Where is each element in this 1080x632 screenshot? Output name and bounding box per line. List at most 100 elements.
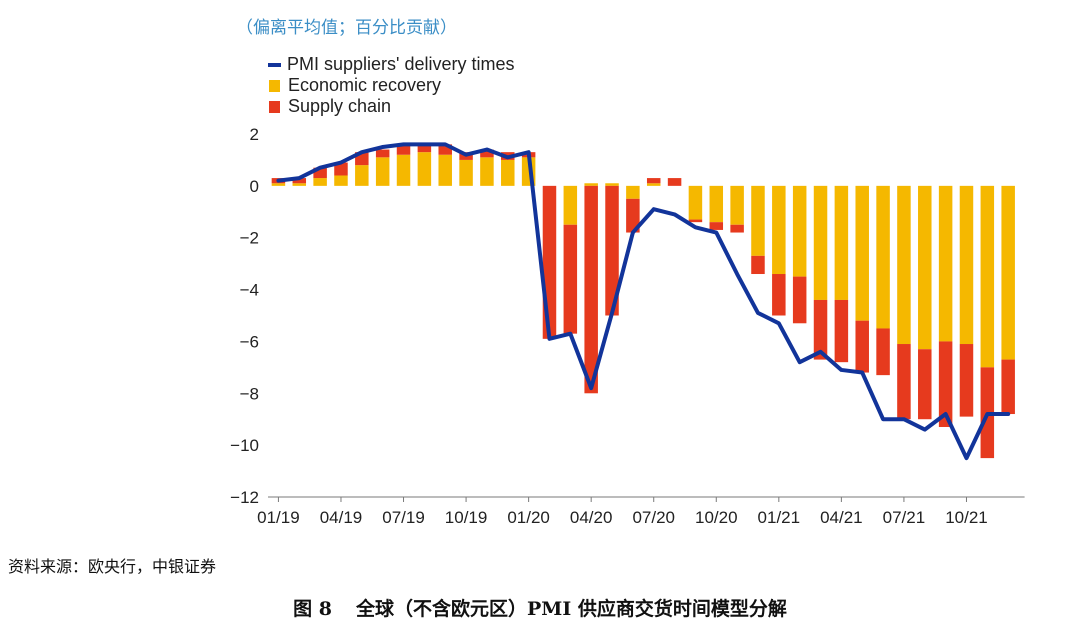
bar-economic-recovery xyxy=(584,183,598,186)
figure-title: 全球（不含欧元区）PMI 供应商交货时间模型分解 xyxy=(356,598,787,620)
legend-item-economic-recovery: Economic recovery xyxy=(268,75,515,96)
bar-supply-chain xyxy=(688,219,703,223)
legend-label: Supply chain xyxy=(288,96,392,116)
bar-supply-chain xyxy=(292,178,307,184)
bar-economic-recovery xyxy=(501,159,515,186)
bar-supply-chain xyxy=(855,320,869,373)
bar-economic-recovery xyxy=(438,154,452,186)
bar-supply-chain xyxy=(313,167,327,179)
bar-economic-recovery xyxy=(959,185,974,345)
source-note: 资料来源：欧央行，中银证券 xyxy=(8,557,217,576)
bar-supply-chain xyxy=(918,349,932,420)
bar-supply-chain xyxy=(646,178,661,184)
legend-swatch-line xyxy=(268,62,281,67)
y-tick-label: −4 xyxy=(240,281,259,300)
bar-economic-recovery xyxy=(855,185,869,321)
bar-supply-chain xyxy=(834,299,849,363)
bar-economic-recovery xyxy=(772,185,786,275)
units-label: （偏离平均值；百分比贡献） xyxy=(236,18,457,38)
x-tick-label: 10/21 xyxy=(945,508,988,527)
bar-economic-recovery xyxy=(1001,185,1015,360)
bar-economic-recovery xyxy=(563,185,578,225)
bar-economic-recovery xyxy=(918,185,932,350)
bar-supply-chain xyxy=(709,222,724,230)
y-tick-label: 2 xyxy=(250,125,259,144)
figure-caption: 图 8 全球（不含欧元区）PMI 供应商交货时间模型分解 xyxy=(0,594,1080,621)
figure-number: 图 8 xyxy=(293,598,332,620)
y-tick-label: −2 xyxy=(240,229,259,248)
bar-economic-recovery xyxy=(980,185,995,368)
x-tick-label: 01/20 xyxy=(507,508,550,527)
bar-economic-recovery xyxy=(313,178,327,186)
bar-supply-chain xyxy=(938,341,953,427)
bar-supply-chain xyxy=(813,299,828,360)
bar-supply-chain xyxy=(959,344,974,417)
legend-label: PMI suppliers' delivery times xyxy=(287,54,515,74)
x-tick-label: 04/19 xyxy=(320,508,363,527)
bar-supply-chain xyxy=(772,274,786,316)
x-tick-label: 04/21 xyxy=(820,508,863,527)
bar-supply-chain xyxy=(334,162,348,176)
bar-supply-chain xyxy=(375,149,390,158)
bar-economic-recovery xyxy=(605,183,619,186)
bar-economic-recovery xyxy=(938,185,953,342)
x-tick-label: 07/21 xyxy=(883,508,926,527)
bar-supply-chain xyxy=(480,149,494,158)
bar-economic-recovery xyxy=(688,185,703,220)
bar-supply-chain xyxy=(1001,359,1015,415)
bar-economic-recovery xyxy=(334,175,348,186)
bar-economic-recovery xyxy=(834,185,849,300)
y-tick-label: −8 xyxy=(240,384,259,403)
x-tick-label: 01/21 xyxy=(758,508,801,527)
bar-supply-chain xyxy=(792,276,807,324)
bar-supply-chain xyxy=(751,255,765,275)
bar-economic-recovery xyxy=(876,185,890,329)
bar-economic-recovery xyxy=(646,183,661,186)
x-tick-label: 07/19 xyxy=(382,508,425,527)
bar-supply-chain xyxy=(542,185,557,339)
bar-supply-chain xyxy=(667,178,682,186)
legend-label: Economic recovery xyxy=(288,75,442,95)
bar-supply-chain xyxy=(563,224,578,334)
legend-item-supply-chain: Supply chain xyxy=(268,96,515,117)
bar-economic-recovery xyxy=(709,185,724,223)
bar-supply-chain xyxy=(897,344,911,420)
bar-economic-recovery xyxy=(271,183,286,186)
bar-supply-chain xyxy=(584,185,598,394)
bar-supply-chain xyxy=(417,144,432,153)
bar-economic-recovery xyxy=(375,157,390,186)
x-tick-label: 04/20 xyxy=(570,508,613,527)
y-tick-label: 0 xyxy=(250,177,259,196)
bar-economic-recovery xyxy=(355,165,369,186)
bar-economic-recovery xyxy=(626,185,640,199)
bar-economic-recovery xyxy=(813,185,828,300)
bar-supply-chain xyxy=(626,198,640,233)
bar-supply-chain xyxy=(876,328,890,376)
bar-economic-recovery xyxy=(897,185,911,345)
y-tick-label: −6 xyxy=(240,332,259,351)
x-tick-label: 10/19 xyxy=(445,508,488,527)
bar-economic-recovery xyxy=(396,154,411,186)
bar-economic-recovery xyxy=(292,183,307,186)
bar-supply-chain xyxy=(605,185,619,316)
y-tick-label: −12 xyxy=(230,488,259,507)
bar-economic-recovery xyxy=(792,185,807,277)
bar-economic-recovery xyxy=(730,185,744,225)
line-pmi-delivery-times xyxy=(276,142,1011,461)
bar-supply-chain xyxy=(438,144,452,155)
legend-item-delivery-times: PMI suppliers' delivery times xyxy=(268,54,515,75)
y-tick-label: −10 xyxy=(230,436,259,455)
bar-economic-recovery xyxy=(751,185,765,256)
legend: PMI suppliers' delivery times Economic r… xyxy=(268,54,515,117)
bar-economic-recovery xyxy=(480,157,494,186)
bar-economic-recovery xyxy=(417,152,432,186)
bar-economic-recovery xyxy=(459,159,473,186)
x-tick-label: 10/20 xyxy=(695,508,738,527)
legend-swatch-box xyxy=(269,79,280,92)
bar-supply-chain xyxy=(396,144,411,155)
x-tick-label: 01/19 xyxy=(257,508,300,527)
legend-swatch-box xyxy=(269,100,280,113)
bar-supply-chain xyxy=(730,224,744,233)
x-tick-label: 07/20 xyxy=(632,508,675,527)
